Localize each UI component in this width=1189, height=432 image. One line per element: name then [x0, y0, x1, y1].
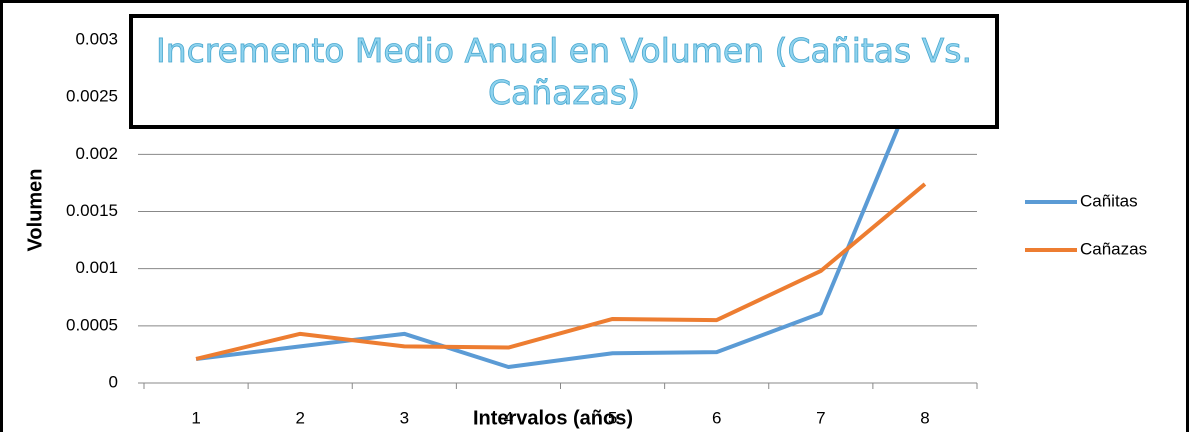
- x-tick-label: 7: [816, 408, 825, 427]
- x-tick-label: 2: [295, 408, 304, 427]
- legend-label: Cañitas: [1080, 191, 1138, 210]
- x-tick-label: 1: [191, 408, 200, 427]
- x-axis-label: Intervalos (años): [473, 407, 633, 429]
- x-tick-label: 6: [712, 408, 721, 427]
- legend-label: Cañazas: [1080, 239, 1147, 258]
- x-tick-label: 8: [920, 408, 929, 427]
- x-tick-label: 4: [504, 408, 513, 427]
- chart-title: Incremento Medio Anual en Volumen (Cañit…: [156, 30, 973, 112]
- y-tick-label: 0.001: [75, 258, 118, 277]
- y-tick-label: 0.002: [75, 144, 118, 163]
- y-tick-label: 0.003: [75, 29, 118, 48]
- y-tick-label: 0.0015: [66, 201, 118, 220]
- line-series: [195, 182, 927, 361]
- y-tick-label: 0.0025: [66, 87, 118, 106]
- y-tick-label: 0: [109, 372, 118, 391]
- x-tick-label: 3: [400, 408, 409, 427]
- line-series: [195, 62, 927, 369]
- title-box: [129, 14, 999, 129]
- y-axis-label: Volumen: [24, 169, 46, 252]
- y-tick-label: 0.0005: [66, 315, 118, 334]
- x-tick-label: 5: [608, 408, 617, 427]
